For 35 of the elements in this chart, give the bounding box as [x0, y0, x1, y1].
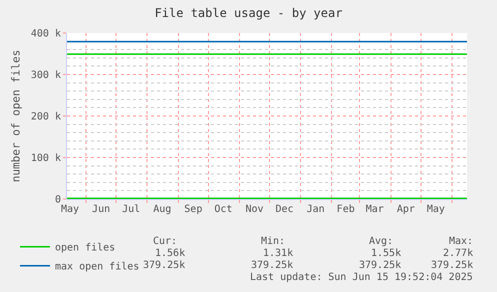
x-tick-label: Nov — [245, 204, 264, 215]
legend-label: max open files — [55, 262, 140, 273]
x-tick-label: Feb — [336, 204, 355, 215]
text: 2.77k — [443, 248, 474, 259]
text: Max: — [449, 236, 474, 247]
x-tick-label: May — [426, 204, 445, 215]
text: Min: — [261, 236, 286, 247]
text: 379.25k — [251, 260, 294, 271]
y-tick-label: 100 k — [30, 153, 61, 164]
text: Cur: — [153, 236, 178, 247]
text: 379.25k — [143, 260, 186, 271]
text: Avg: — [369, 236, 394, 247]
y-tick-label: 200 k — [30, 112, 61, 122]
x-tick-label: Apr — [396, 204, 415, 215]
x-tick-label: Mar — [366, 204, 384, 215]
y-tick-label: 0 — [54, 194, 61, 206]
x-tick-label: Jun — [92, 204, 110, 215]
x-tick-label: Oct — [214, 204, 232, 215]
legend-label: open files — [55, 242, 116, 254]
text: Last update: Sun Jun 15 19:52:04 2025 — [250, 272, 473, 283]
y-tick-label: 400 k — [30, 28, 61, 40]
x-tick-label: Jan — [306, 204, 325, 215]
x-tick-label: Jul — [122, 204, 140, 215]
y-axis-title: number of open files — [10, 50, 23, 182]
x-tick-label: Dec — [276, 204, 294, 215]
text: 379.25k — [431, 260, 474, 271]
x-tick-label: Sep — [184, 204, 202, 215]
chart-title: File table usage - by year — [154, 6, 342, 20]
x-tick-label: Aug — [153, 204, 172, 215]
text: 1.31k — [263, 248, 294, 259]
x-tick-label: May — [60, 204, 80, 215]
text: 1.56k — [155, 248, 186, 259]
y-tick-label: 300 k — [30, 70, 61, 81]
text: 379.25k — [359, 260, 402, 271]
text: 1.55k — [371, 248, 402, 259]
